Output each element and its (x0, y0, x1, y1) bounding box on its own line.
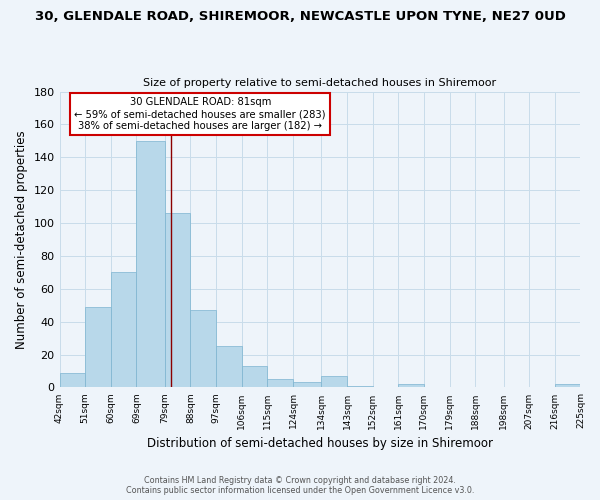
Bar (293, 382, 322, 388)
Text: 30, GLENDALE ROAD, SHIREMOOR, NEWCASTLE UPON TYNE, NE27 0UD: 30, GLENDALE ROAD, SHIREMOOR, NEWCASTLE … (35, 10, 565, 23)
Bar (216, 346, 242, 388)
Bar (347, 386, 373, 388)
Bar (322, 376, 347, 388)
Bar (190, 310, 216, 388)
Bar (136, 141, 165, 388)
Title: Size of property relative to semi-detached houses in Shiremoor: Size of property relative to semi-detach… (143, 78, 497, 88)
Text: Contains HM Land Registry data © Crown copyright and database right 2024.
Contai: Contains HM Land Registry data © Crown c… (126, 476, 474, 495)
X-axis label: Distribution of semi-detached houses by size in Shiremoor: Distribution of semi-detached houses by … (147, 437, 493, 450)
Bar (85, 307, 111, 388)
Bar (268, 379, 293, 388)
Bar (165, 213, 190, 388)
Y-axis label: Number of semi-detached properties: Number of semi-detached properties (15, 130, 28, 349)
Bar (111, 272, 136, 388)
Bar (555, 384, 581, 388)
Text: 30 GLENDALE ROAD: 81sqm
← 59% of semi-detached houses are smaller (283)
38% of s: 30 GLENDALE ROAD: 81sqm ← 59% of semi-de… (74, 98, 326, 130)
Bar (59, 372, 85, 388)
Bar (398, 384, 424, 388)
Bar (242, 366, 268, 388)
